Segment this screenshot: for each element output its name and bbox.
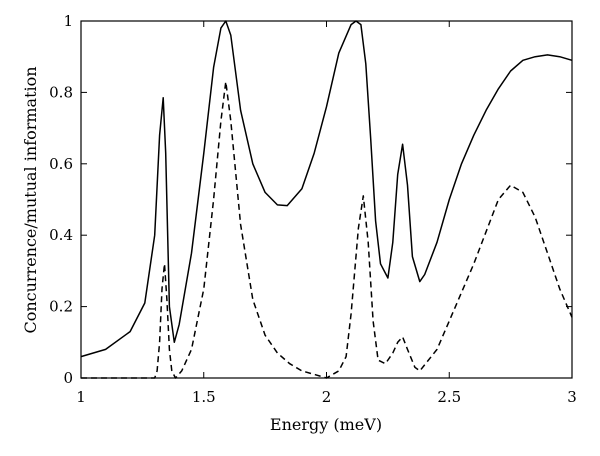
- y-tick-label: 0: [63, 369, 73, 387]
- y-tick-label: 0.4: [49, 226, 73, 244]
- ticks: 1 1.5 2 2.5 3 0 0.2 0.4 0.6 0.8 1: [49, 12, 577, 406]
- x-tick-label: 2.5: [437, 388, 461, 406]
- y-tick-label: 0.6: [49, 155, 73, 173]
- dashed-series-line: [81, 80, 573, 379]
- series-group: [80, 20, 573, 379]
- y-tick-label: 0.2: [49, 298, 73, 316]
- x-tick-label: 1: [76, 388, 86, 406]
- y-tick-label: 0.8: [49, 83, 73, 101]
- x-axis-label: Energy (meV): [270, 415, 382, 434]
- y-axis-label: Concurrence/mutual information: [21, 66, 40, 333]
- plot-area-frame: [80, 20, 573, 379]
- x-tick-label: 1.5: [192, 388, 216, 406]
- y-tick-label: 1: [63, 12, 73, 30]
- solid-series-line: [80, 20, 573, 358]
- x-tick-label: 3: [567, 388, 577, 406]
- x-tick-label: 2: [322, 388, 332, 406]
